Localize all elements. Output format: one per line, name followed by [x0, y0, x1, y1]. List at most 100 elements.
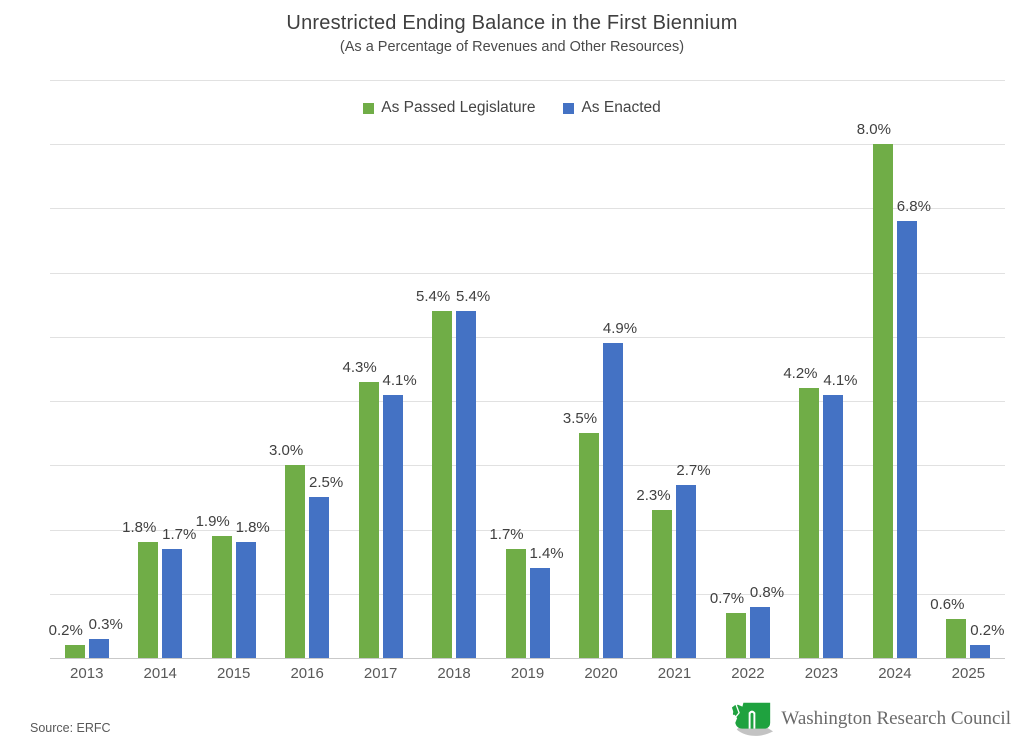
chart-title: Unrestricted Ending Balance in the First…	[286, 12, 738, 34]
bar-group-2013: 0.2% 0.3%	[48, 80, 123, 658]
bar-value-label: 4.3%	[342, 358, 377, 376]
bar-passed-2016: 3.0%	[269, 443, 306, 658]
bar-value-label: 4.2%	[783, 365, 818, 383]
x-axis-label-2019: 2019	[510, 665, 545, 682]
bar-value-label: 1.8%	[235, 519, 270, 537]
x-axis-label-2018: 2018	[437, 665, 471, 682]
gridline-3pct	[50, 465, 1005, 467]
x-axis-label-2015: 2015	[216, 665, 251, 682]
bar-passed-2020: 3.5%	[563, 411, 600, 658]
legend: As Passed Legislature As Enacted	[0, 99, 1024, 117]
bar-passed-2023: 4.2%	[783, 366, 820, 658]
plot-area: 0.2% 0.3% 1.8% 1.7% 1.9% 1.8% 3.0% 2.5% 4.3% 4.1%…	[48, 80, 1005, 659]
bar-group-2014: 1.8% 1.7%	[122, 80, 196, 658]
bar-group-2020: 3.5% 4.9%	[563, 80, 637, 658]
x-axis-label-2020: 2020	[584, 665, 618, 682]
bar-passed-2014: 1.8%	[122, 520, 159, 658]
bar-value-label: 4.1%	[382, 371, 417, 389]
bar-value-label: 0.2%	[970, 622, 1005, 640]
bar-group-2023: 4.2% 4.1%	[783, 80, 858, 658]
x-axis-label-2024: 2024	[878, 665, 912, 682]
bar-passed-2024: 8.0%	[857, 122, 893, 658]
bar-group-2019: 1.7% 1.4%	[489, 80, 564, 658]
bar-enacted-2022: 0.8%	[750, 585, 784, 658]
bar-enacted-2019: 1.4%	[529, 546, 564, 658]
legend-item-as-passed: As Passed Legislature	[363, 99, 535, 117]
legend-label: As Enacted	[581, 99, 661, 116]
bar-value-label: 4.1%	[823, 371, 858, 389]
bar-enacted-2013: 0.3%	[89, 617, 123, 658]
gridline-5pct	[50, 336, 1005, 338]
gridline-7pct	[50, 208, 1005, 210]
bar-enacted-2014: 1.7%	[162, 527, 196, 658]
bar-value-label: 1.7%	[162, 525, 197, 543]
wrc-logo: Washington Research Council	[730, 699, 1011, 739]
bar-group-2016: 3.0% 2.5%	[269, 80, 343, 658]
bar-value-label: 0.3%	[88, 615, 123, 633]
gridline-4pct	[50, 401, 1005, 403]
bar-enacted-2025: 0.2%	[970, 623, 1004, 658]
gridline-6pct	[50, 272, 1005, 274]
legend-label: As Passed Legislature	[381, 99, 536, 116]
legend-item-as-enacted: As Enacted	[563, 99, 661, 117]
bar-groups: 0.2% 0.3% 1.8% 1.7% 1.9% 1.8% 3.0% 2.5% 4.3% 4.1%…	[48, 80, 1005, 658]
chart-subtitle: (As a Percentage of Revenues and Other R…	[339, 39, 685, 55]
bar-group-2017: 4.3% 4.1%	[343, 80, 417, 658]
bar-value-label: 0.2%	[48, 622, 83, 640]
bar-value-label: 6.8%	[896, 198, 931, 216]
logo-text: Washington Research Council	[781, 708, 1011, 729]
bar-enacted-2024: 6.8%	[897, 199, 931, 658]
bar-enacted-2021: 2.7%	[676, 463, 711, 658]
gridline-1pct	[50, 593, 1005, 595]
bar-enacted-2023: 4.1%	[823, 373, 858, 658]
bar-passed-2025: 0.6%	[930, 597, 967, 658]
bar-enacted-2016: 2.5%	[309, 475, 343, 658]
bar-value-label: 5.4%	[415, 288, 451, 306]
gridline-2pct	[50, 529, 1005, 531]
bar-value-label: 8.0%	[856, 121, 891, 139]
bar-value-label: 4.9%	[602, 320, 638, 338]
bar-group-2025: 0.6% 0.2%	[930, 80, 1005, 658]
source-note: Source: ERFC	[30, 721, 111, 735]
bar-value-label: 1.8%	[122, 519, 157, 537]
x-axis-label-2021: 2021	[657, 665, 692, 682]
x-axis-labels: 2013 2014 2015 2016 2017 2018 2019 2020 2021 2022…	[50, 665, 1005, 682]
bar-passed-2019: 1.7%	[489, 527, 526, 658]
bar-value-label: 0.6%	[930, 596, 965, 614]
bar-passed-2018: 5.4%	[416, 289, 453, 658]
bar-value-label: 1.7%	[489, 525, 524, 543]
gridline-8pct	[50, 144, 1005, 146]
bar-group-2024: 8.0% 6.8%	[857, 80, 931, 658]
bar-passed-2022: 0.7%	[710, 591, 746, 658]
legend-swatch-green	[363, 102, 375, 114]
bar-enacted-2018: 5.4%	[456, 289, 490, 658]
bar-passed-2017: 4.3%	[343, 360, 379, 658]
bar-value-label: 0.8%	[749, 583, 785, 601]
x-axis-label-2023: 2023	[804, 665, 839, 682]
bar-group-2018: 5.4% 5.4%	[416, 80, 490, 658]
bar-enacted-2015: 1.8%	[236, 520, 270, 658]
bar-value-label: 3.0%	[269, 442, 304, 460]
x-axis-line	[50, 658, 1005, 659]
bar-enacted-2020: 4.9%	[603, 321, 637, 658]
x-axis-label-2016: 2016	[290, 665, 324, 682]
x-axis-label-2025: 2025	[951, 665, 986, 682]
bar-value-label: 5.4%	[455, 288, 491, 306]
bar-enacted-2017: 4.1%	[383, 373, 417, 658]
bar-value-label: 1.9%	[195, 512, 230, 530]
bar-value-label: 2.3%	[636, 487, 671, 505]
bar-group-2015: 1.9% 1.8%	[196, 80, 270, 658]
bar-passed-2021: 2.3%	[636, 488, 673, 658]
bar-value-label: 2.7%	[676, 461, 711, 479]
x-axis-label-2014: 2014	[143, 665, 177, 682]
legend-swatch-blue	[563, 102, 575, 114]
x-axis-label-2013: 2013	[70, 665, 104, 682]
bar-value-label: 2.5%	[309, 474, 344, 492]
bar-value-label: 1.4%	[529, 545, 564, 563]
gridline-9pct	[50, 80, 1005, 81]
x-axis-label-2022: 2022	[731, 665, 765, 682]
bar-value-label: 0.7%	[709, 590, 745, 608]
bar-value-label: 3.5%	[562, 410, 598, 428]
bar-passed-2015: 1.9%	[196, 514, 232, 658]
